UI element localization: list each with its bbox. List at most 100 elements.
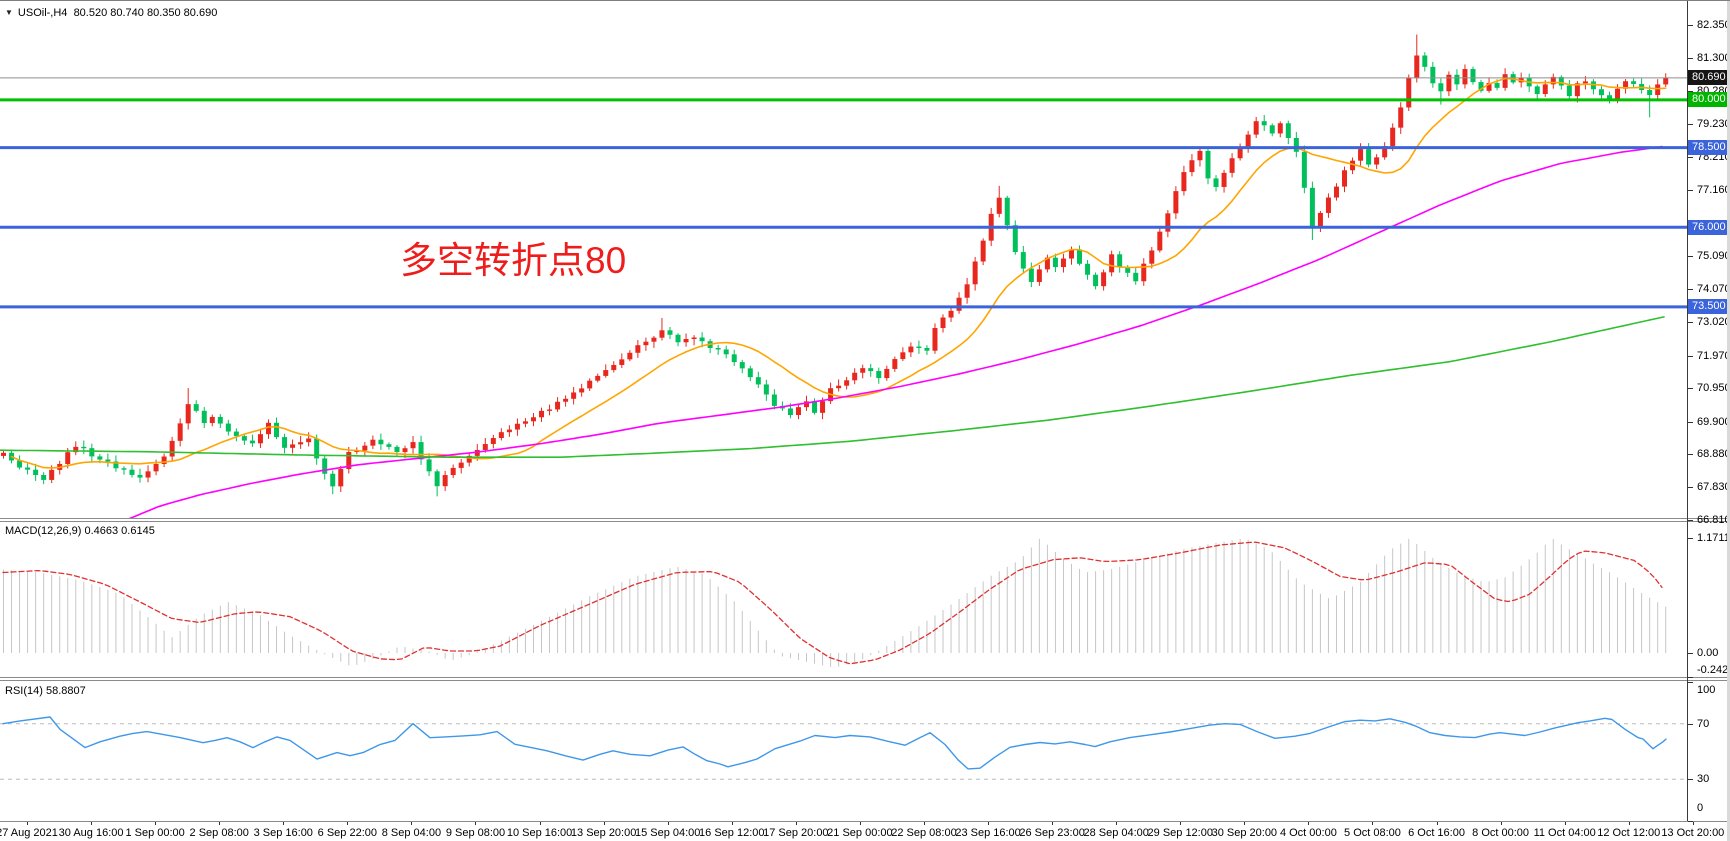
candle-body [1093, 274, 1099, 287]
time-label: 16 Sep 12:00 [699, 827, 765, 839]
time-label: 6 Sep 22:00 [317, 827, 378, 839]
time-label: 15 Sep 04:00 [634, 827, 701, 839]
candle-body [1125, 267, 1131, 273]
time-tick [1692, 822, 1694, 825]
candle-body [1398, 107, 1404, 128]
candle-body [1036, 269, 1042, 282]
candle-body [1012, 225, 1018, 253]
candle-body [1004, 197, 1010, 226]
candle-body [498, 432, 504, 439]
candle-body [33, 469, 39, 475]
candle-body [1598, 89, 1604, 96]
candle-body [145, 471, 151, 478]
macd-tick-label: 0.00 [1697, 647, 1719, 659]
price-tick [1688, 256, 1693, 258]
candle-body [924, 347, 930, 351]
blue-level-73-5-badge: 73.500 [1688, 299, 1730, 315]
candle-body [73, 446, 79, 453]
candle-body [1221, 172, 1227, 187]
candle-body [1390, 127, 1396, 147]
rsi-tick [1688, 682, 1693, 683]
time-tick [283, 822, 285, 825]
candle-body [1358, 149, 1364, 161]
symbol-dropdown-icon[interactable]: ▼ [5, 8, 13, 17]
candle-body [1478, 82, 1484, 91]
price-chart-pane[interactable] [0, 1, 1687, 518]
candle-body [1470, 69, 1476, 83]
candle-body [1261, 121, 1267, 126]
candle-body [683, 338, 689, 343]
time-tick [859, 822, 861, 825]
candle-body [1245, 134, 1251, 147]
candle-body [1253, 121, 1259, 135]
candle-body [137, 474, 143, 478]
price-tick [1688, 288, 1693, 290]
candle-body [1197, 150, 1203, 161]
candle-body [579, 388, 585, 393]
candle-body [169, 440, 175, 457]
candle-body [996, 197, 1002, 214]
candle-body [1558, 76, 1564, 86]
candle-body [1494, 83, 1500, 88]
candle-body [876, 371, 882, 379]
price-tick [1688, 355, 1693, 357]
candle-body [820, 401, 826, 413]
candle-body [450, 467, 456, 476]
price-tick-label: 71.970 [1697, 349, 1730, 362]
candle-body [1141, 263, 1147, 282]
price-tick [1688, 322, 1693, 324]
ohlc-values: 80.520 80.740 80.350 80.690 [73, 7, 218, 19]
price-tick [1688, 58, 1693, 60]
candle-body [306, 438, 312, 443]
candle-body [868, 368, 874, 372]
time-label: 23 Sep 16:00 [955, 827, 1021, 839]
macd-tick [1688, 676, 1693, 678]
candle-body [1607, 95, 1612, 100]
candle-body [1133, 272, 1139, 282]
candle-body [209, 416, 215, 424]
candle-body [314, 438, 320, 459]
chart-title: ▼ USOil-,H4 80.520 80.740 80.350 80.690 [5, 6, 217, 20]
candle-body [964, 284, 970, 298]
candle-body [747, 368, 753, 378]
candle-body [916, 346, 922, 348]
candle-body [691, 337, 697, 339]
panel-divider [0, 677, 1730, 678]
candle-body [1422, 55, 1428, 67]
candle-body [571, 392, 577, 399]
price-tick-label: 75.090 [1697, 250, 1730, 263]
candle-body [241, 436, 247, 441]
macd-indicator-pane[interactable] [0, 522, 1687, 677]
candle-body [555, 401, 561, 410]
candle-body [1020, 252, 1026, 269]
candle-body [667, 330, 673, 335]
candle-body [723, 349, 729, 355]
candle-body [1293, 137, 1299, 152]
time-tick [155, 822, 157, 825]
time-label: 13 Sep 20:00 [570, 827, 637, 839]
candle-body [1165, 213, 1171, 232]
time-tick [1244, 822, 1246, 825]
candle-body [185, 404, 191, 424]
ma-mid-line [128, 145, 1663, 518]
time-label: 1 Sep 00:00 [125, 827, 185, 839]
candle-body [972, 261, 978, 285]
time-tick [1628, 822, 1630, 825]
chart-text-annotation[interactable]: 多空转折点80 [400, 240, 627, 281]
candle-body [956, 297, 962, 311]
price-tick-label: 79.230 [1697, 118, 1730, 131]
time-label: 12 Oct 12:00 [1597, 827, 1661, 839]
candle-body [1454, 74, 1460, 85]
candle-body [1406, 77, 1412, 108]
candle-body [643, 341, 649, 346]
candle-body [852, 372, 858, 381]
panel-divider [0, 518, 1730, 519]
rsi-indicator-pane[interactable] [0, 681, 1687, 821]
candle-body [539, 410, 545, 418]
panel-divider [0, 680, 1730, 681]
candle-body [49, 469, 55, 480]
candle-body [1213, 178, 1219, 187]
candle-body [1189, 160, 1195, 173]
price-tick-label: 69.900 [1697, 415, 1730, 428]
candle-body [530, 417, 536, 422]
